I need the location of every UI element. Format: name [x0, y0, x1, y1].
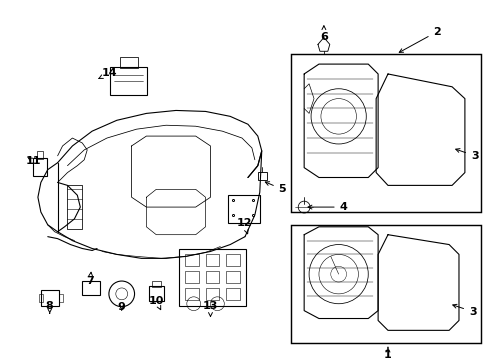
Bar	[226, 255, 240, 266]
Bar	[41, 290, 59, 306]
Bar	[205, 255, 219, 266]
Bar	[291, 225, 480, 343]
Text: 13: 13	[203, 301, 218, 317]
Text: 4: 4	[307, 202, 347, 212]
Text: 3: 3	[455, 149, 478, 161]
Bar	[205, 271, 219, 283]
Text: 2: 2	[398, 27, 440, 53]
Bar	[184, 288, 198, 300]
Text: 9: 9	[118, 302, 125, 312]
Text: 1: 1	[383, 347, 391, 360]
Text: 12: 12	[236, 218, 251, 234]
Text: 5: 5	[265, 182, 285, 194]
Bar	[226, 288, 240, 300]
Bar	[37, 151, 43, 159]
Bar	[184, 271, 198, 283]
Text: 3: 3	[452, 304, 476, 316]
Bar	[39, 294, 43, 302]
Text: 14: 14	[99, 68, 118, 78]
Bar	[110, 67, 147, 95]
Bar	[184, 255, 198, 266]
Bar	[59, 294, 62, 302]
Bar	[205, 288, 219, 300]
Text: 8: 8	[46, 301, 54, 314]
Text: 10: 10	[148, 296, 163, 310]
Text: 11: 11	[25, 156, 41, 166]
Bar	[149, 286, 164, 301]
Text: 6: 6	[319, 26, 327, 42]
Bar	[152, 281, 161, 287]
Bar	[257, 172, 266, 180]
Bar	[226, 271, 240, 283]
Bar	[291, 54, 480, 212]
Bar	[33, 158, 47, 176]
Bar	[120, 57, 137, 68]
Bar	[179, 248, 245, 306]
Bar	[228, 195, 259, 223]
Bar	[82, 281, 100, 295]
Text: 7: 7	[86, 272, 94, 286]
